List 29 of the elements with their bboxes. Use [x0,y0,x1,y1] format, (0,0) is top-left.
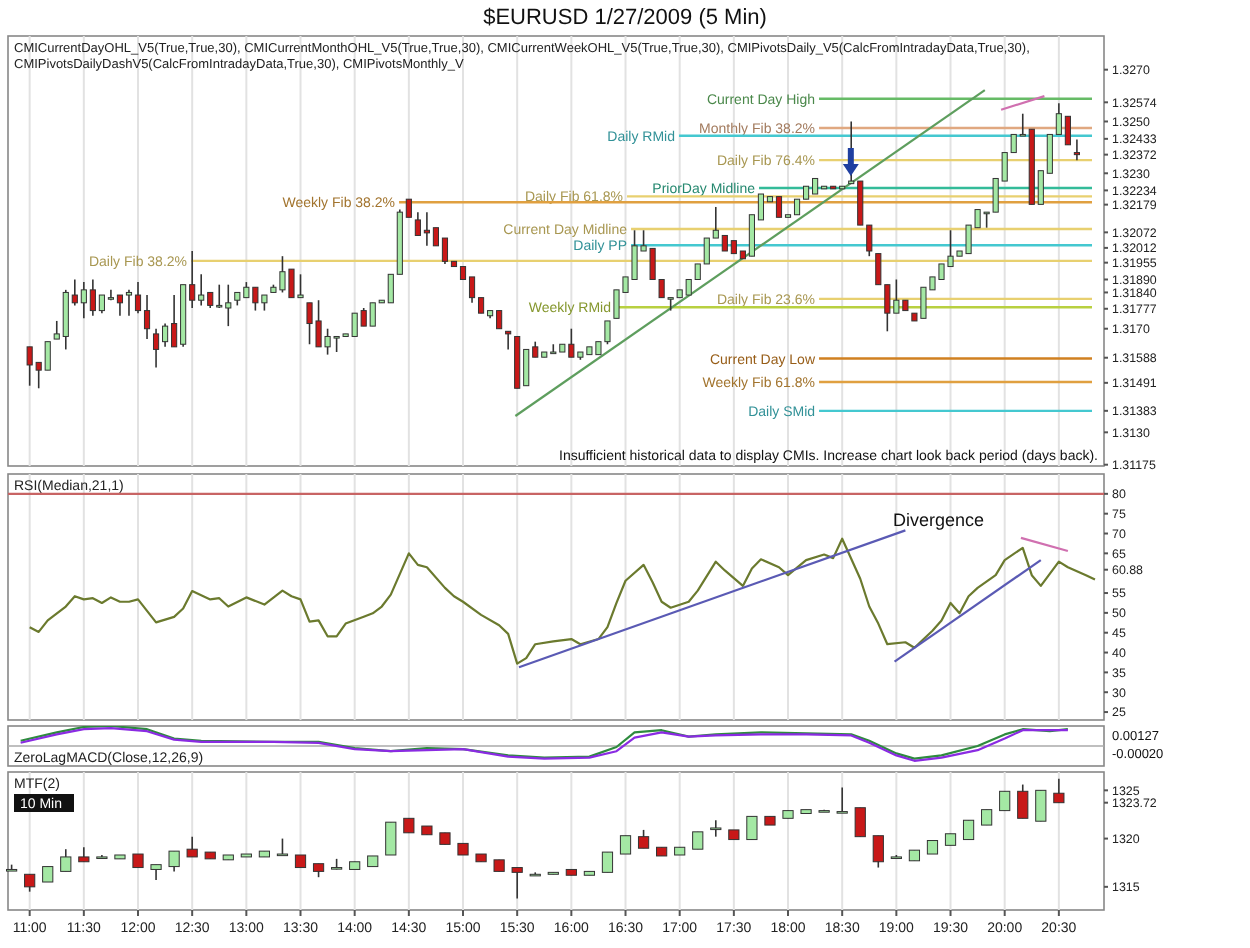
candlestick [125,289,133,317]
candlestick [601,851,614,874]
candlestick [168,850,180,873]
candlestick [836,786,848,814]
candlestick [385,821,397,856]
candlestick [511,866,523,900]
candlestick [872,834,884,869]
candlestick [775,196,783,218]
candlestick [637,829,650,850]
candlestick [1053,777,1065,804]
candlestick [746,815,758,841]
candlestick [186,835,198,858]
candlestick [1064,115,1071,146]
chart-title: $EURUSD 1/27/2009 (5 Min) [483,6,767,30]
candlestick [854,806,866,838]
candlestick [1035,789,1047,823]
candlestick [1073,138,1080,162]
candlestick [116,294,124,317]
candlestick [710,819,722,838]
candlestick [60,848,72,873]
candlestick [619,834,632,855]
candlestick [1017,783,1029,820]
candlestick [999,790,1011,812]
candlestick [505,330,512,351]
candlestick [962,819,975,841]
candlestick [152,327,160,369]
annotation: Divergence [892,510,984,530]
candlestick [143,294,151,340]
line-series [28,537,1097,665]
